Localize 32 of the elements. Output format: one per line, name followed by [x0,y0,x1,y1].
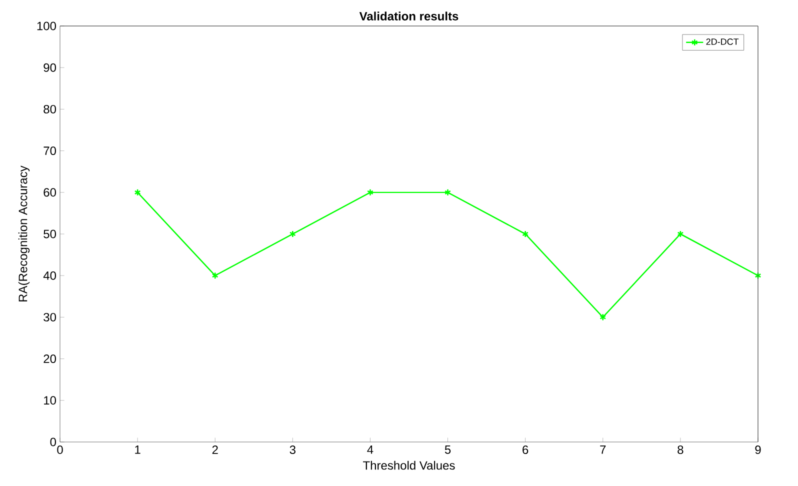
x-tick-label: 4 [367,446,374,454]
point [366,188,374,196]
point [212,272,218,280]
y-tick-label: 60 [44,188,56,197]
point [600,314,606,321]
point [444,188,452,196]
point [289,230,296,238]
y-tick-label: 50 [44,230,56,238]
legend-label: 2D-DCT [706,38,739,45]
x-tick-label: 2 [212,446,218,454]
x-tick-label: 9 [755,446,761,454]
x-axis-title: Threshold Values [363,460,455,470]
y-tick-label: 0 [50,438,56,446]
y-tick-label: 90 [44,63,56,72]
chart-title: Validation results [359,12,458,20]
x-tick-label: 7 [600,446,606,454]
x-tick-label: 0 [57,446,63,454]
y-tick-label: 70 [44,146,56,156]
y-axis-title: RA(Recognition Accuracy [18,166,30,302]
y-tick-label: 80 [44,104,56,114]
y-tick-label: 20 [44,354,56,364]
y-tick-label: 100 [37,22,56,30]
x-tick-label: 8 [678,446,684,454]
y-tick-label: 40 [43,271,56,280]
point [677,230,684,238]
point [522,230,529,238]
y-tick-label: 10 [44,396,56,405]
x-tick-label: 6 [522,446,528,454]
y-tick-label: 30 [44,312,56,322]
x-tick-label: 3 [290,446,296,454]
x-tick-label: 1 [135,446,140,454]
x-tick-label: 5 [444,446,451,454]
